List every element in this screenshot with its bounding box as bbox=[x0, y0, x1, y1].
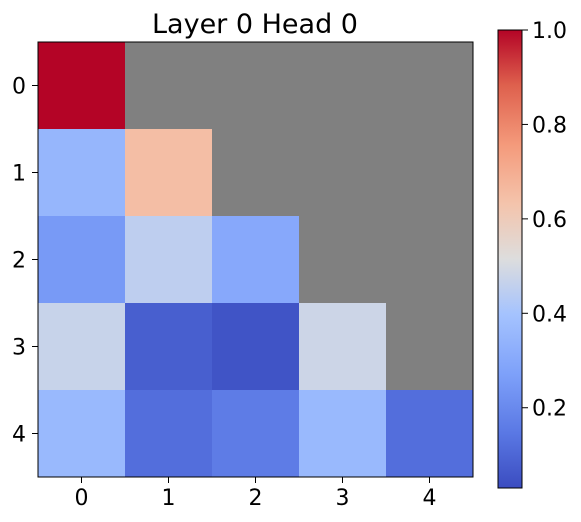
x-tick-label: 1 bbox=[162, 486, 176, 511]
x-tick-label: 3 bbox=[336, 486, 350, 511]
y-tick-label: 2 bbox=[12, 249, 26, 274]
heatmap-cell bbox=[299, 303, 386, 390]
masked-cell bbox=[386, 129, 473, 216]
x-axis-ticks: 0 1 2 3 4 bbox=[75, 477, 437, 511]
heatmap-cell bbox=[299, 390, 386, 477]
x-tick-label: 4 bbox=[423, 486, 437, 511]
colorbar-tick-label: 0.4 bbox=[532, 302, 567, 327]
heatmap-cell bbox=[38, 129, 125, 216]
y-tick-label: 4 bbox=[12, 423, 26, 448]
heatmap-cell bbox=[38, 303, 125, 390]
heatmap-cell bbox=[125, 216, 212, 303]
masked-cell bbox=[299, 216, 386, 303]
x-tick-label: 2 bbox=[249, 486, 263, 511]
masked-cell bbox=[386, 303, 473, 390]
masked-cell bbox=[125, 42, 212, 129]
masked-cell bbox=[299, 129, 386, 216]
heatmap-cell bbox=[212, 390, 299, 477]
heatmap-cell bbox=[212, 216, 299, 303]
colorbar bbox=[497, 29, 523, 489]
heatmap-cell bbox=[212, 303, 299, 390]
masked-cell bbox=[386, 42, 473, 129]
heatmap-cells bbox=[38, 42, 473, 477]
heatmap-cell bbox=[125, 303, 212, 390]
y-axis-ticks: 0 1 2 3 4 bbox=[12, 75, 38, 448]
colorbar-ticks: 0.2 0.4 0.6 0.8 1.0 bbox=[522, 19, 567, 422]
masked-cell bbox=[386, 216, 473, 303]
masked-cell bbox=[299, 42, 386, 129]
x-tick-label: 0 bbox=[75, 486, 89, 511]
heatmap-cell bbox=[386, 390, 473, 477]
heatmap-cell bbox=[125, 390, 212, 477]
y-tick-label: 1 bbox=[12, 162, 26, 187]
heatmap-cell bbox=[38, 216, 125, 303]
masked-cell bbox=[212, 129, 299, 216]
y-tick-label: 0 bbox=[12, 75, 26, 100]
colorbar-tick-label: 1.0 bbox=[532, 19, 567, 44]
colorbar-tick-label: 0.2 bbox=[532, 397, 567, 422]
colorbar-tick-label: 0.8 bbox=[532, 113, 567, 138]
heatmap-cell bbox=[38, 42, 125, 129]
heatmap-cell bbox=[125, 129, 212, 216]
chart-title: Layer 0 Head 0 bbox=[152, 9, 358, 40]
y-tick-label: 3 bbox=[12, 336, 26, 361]
masked-cell bbox=[212, 42, 299, 129]
colorbar-tick-label: 0.6 bbox=[532, 208, 567, 233]
heatmap-cell bbox=[38, 390, 125, 477]
